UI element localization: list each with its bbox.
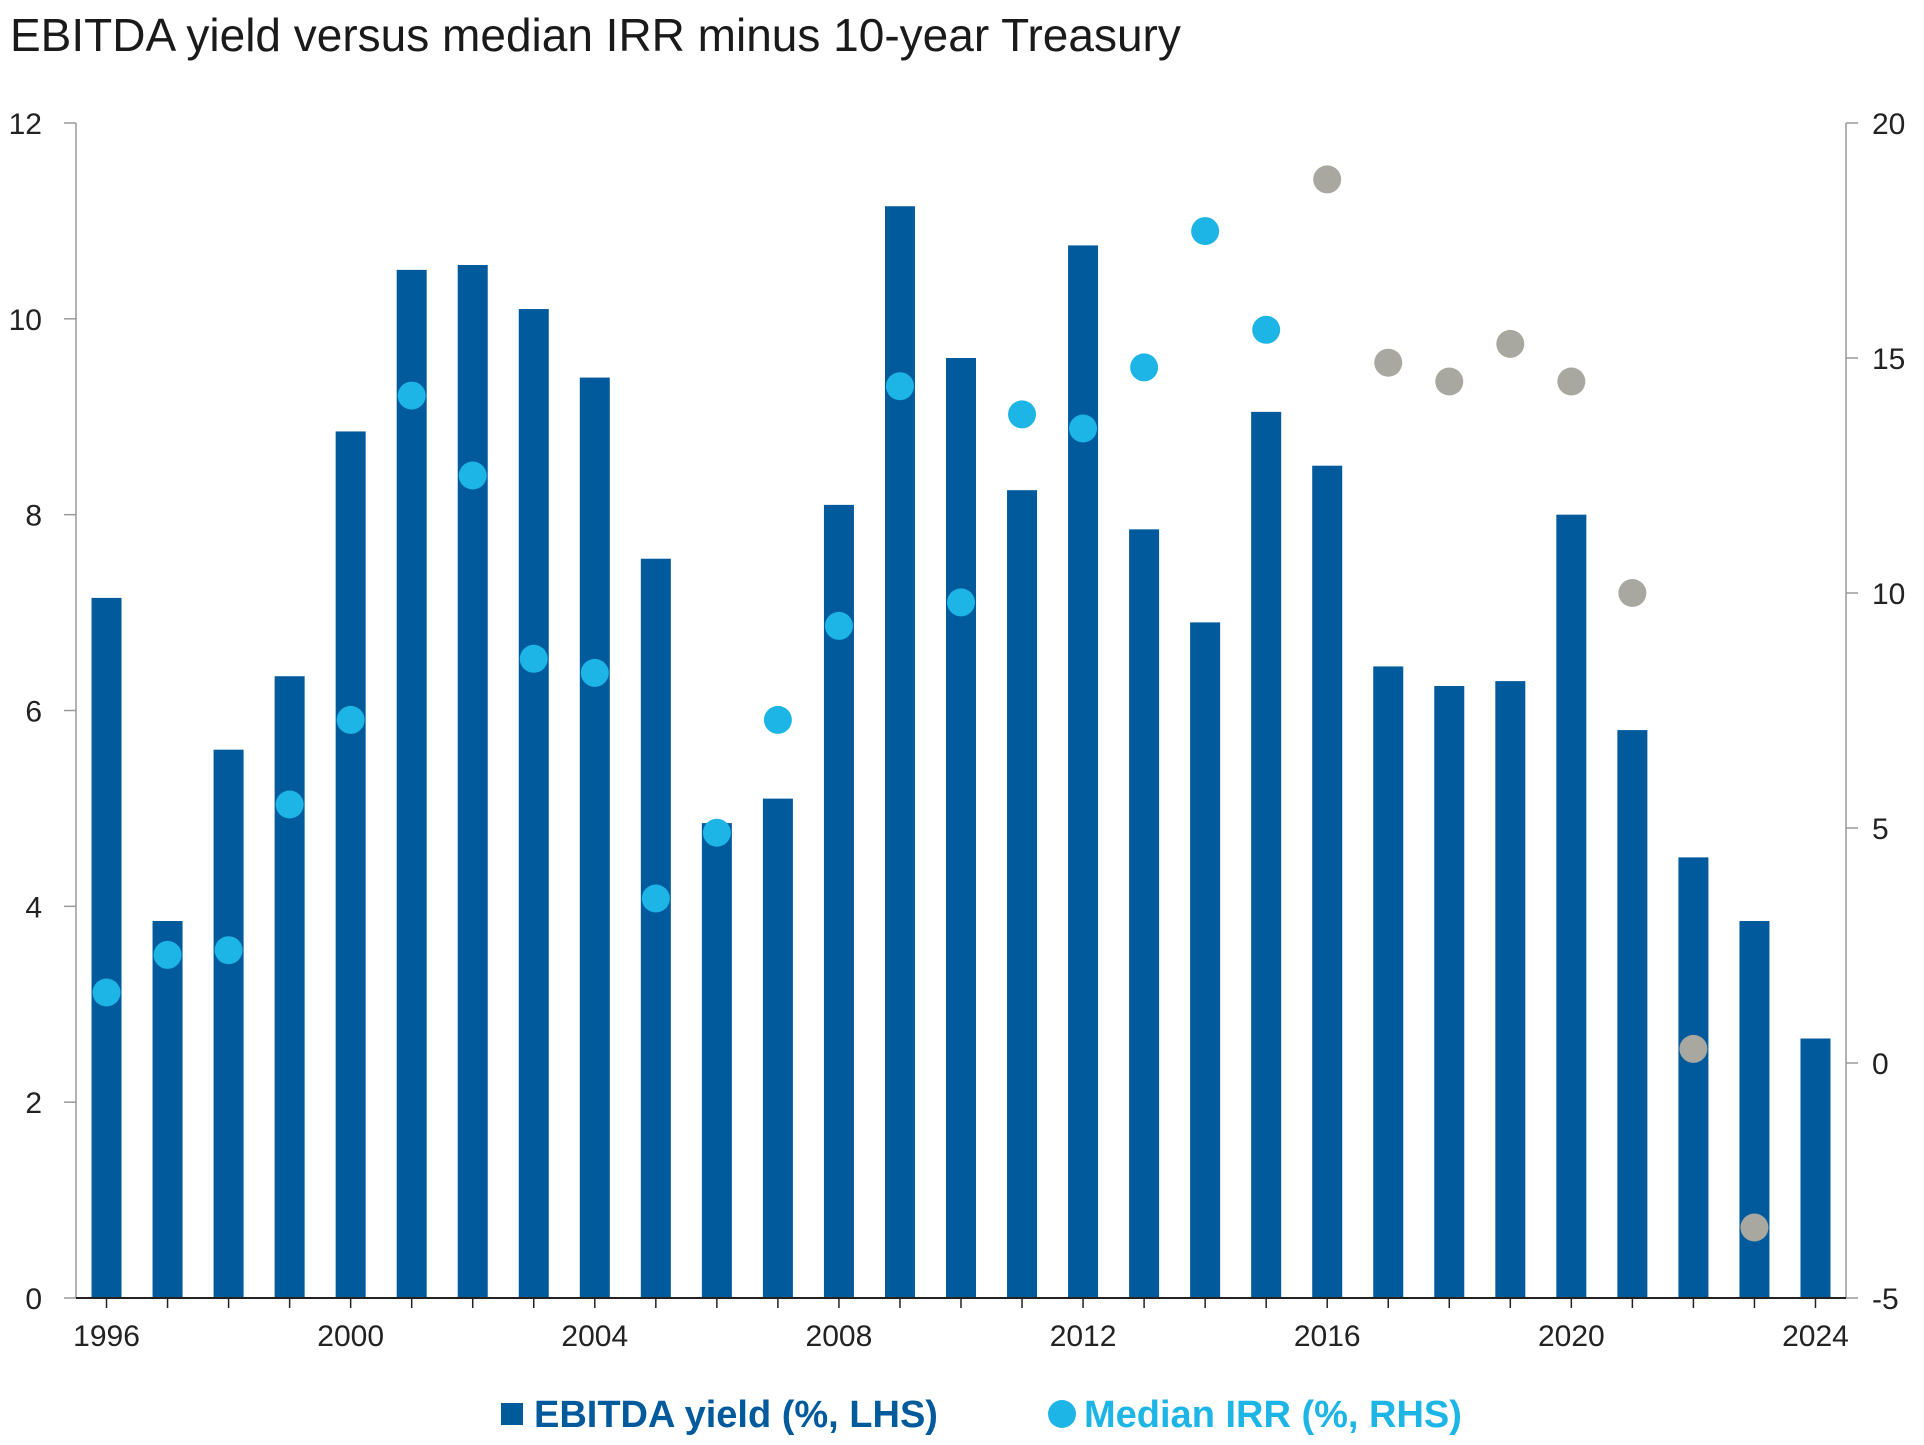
bar-2022 — [1678, 857, 1709, 1298]
bar-2014 — [1190, 622, 1221, 1298]
left-tick-label-12: 12 — [9, 108, 42, 141]
chart-legend: EBITDA yield (%, LHS) Median IRR (%, RHS… — [501, 1394, 1462, 1436]
left-tick-label-8: 8 — [25, 500, 42, 533]
bar-2020 — [1556, 514, 1587, 1298]
point-2019 — [1496, 329, 1525, 358]
bar-2021 — [1617, 730, 1648, 1298]
bar-2011 — [1007, 490, 1038, 1298]
legend-bar-label: EBITDA yield (%, LHS) — [534, 1394, 938, 1436]
irr-points — [92, 165, 1769, 1242]
point-2008 — [824, 611, 853, 640]
left-tick-label-10: 10 — [9, 304, 42, 337]
point-2007 — [763, 705, 792, 734]
x-tick-label-2012: 2012 — [1050, 1320, 1117, 1353]
left-tick-label-4: 4 — [25, 891, 42, 924]
point-2001 — [397, 381, 426, 410]
right-tick-label--5: -5 — [1872, 1283, 1899, 1316]
legend-dot-swatch — [1048, 1400, 1076, 1428]
x-tick-label-2004: 2004 — [561, 1320, 628, 1353]
bar-2017 — [1373, 666, 1404, 1298]
point-2011 — [1008, 400, 1037, 429]
legend-bar-swatch — [501, 1403, 523, 1425]
point-2020 — [1557, 367, 1586, 396]
x-tick-label-2020: 2020 — [1538, 1320, 1605, 1353]
point-2000 — [336, 705, 365, 734]
bar-2001 — [396, 269, 427, 1298]
bar-2003 — [518, 309, 549, 1299]
bar-2009 — [884, 206, 915, 1299]
point-2010 — [947, 588, 975, 617]
x-tick-label-1996: 1996 — [73, 1320, 140, 1353]
point-2023 — [1740, 1213, 1769, 1242]
x-tick-label-2016: 2016 — [1294, 1320, 1361, 1353]
x-tick-label-2024: 2024 — [1782, 1320, 1849, 1353]
chart-title: EBITDA yield versus median IRR minus 10-… — [10, 9, 1181, 61]
chart-axes: 0 2 4 6 8 10 12 -5 0 5 10 15 20 1996 2000 2004 2008 2012 2… — [9, 108, 1906, 1353]
point-1998 — [214, 936, 243, 965]
bar-2006 — [701, 823, 732, 1298]
right-tick-label-0: 0 — [1872, 1048, 1889, 1081]
x-tick-label-2008: 2008 — [806, 1320, 873, 1353]
point-2017 — [1374, 348, 1403, 377]
bar-1996 — [91, 597, 122, 1298]
bar-2018 — [1434, 686, 1465, 1298]
point-2009 — [885, 372, 914, 401]
point-1997 — [153, 940, 182, 969]
point-1999 — [275, 790, 304, 819]
right-tick-label-20: 20 — [1872, 108, 1905, 141]
point-1996 — [92, 978, 121, 1007]
point-2015 — [1252, 315, 1281, 344]
bar-2000 — [335, 431, 366, 1298]
bar-2010 — [946, 358, 976, 1298]
bar-1998 — [213, 749, 244, 1298]
bar-2015 — [1251, 411, 1282, 1299]
point-2003 — [519, 644, 548, 673]
right-tick-label-5: 5 — [1872, 813, 1889, 846]
legend-dot-label: Median IRR (%, RHS) — [1084, 1394, 1462, 1436]
left-tick-label-0: 0 — [25, 1283, 42, 1316]
bar-2016 — [1312, 465, 1343, 1298]
point-2006 — [702, 818, 731, 847]
point-2002 — [458, 461, 487, 490]
ebitda-bars — [91, 206, 1831, 1299]
bar-2019 — [1495, 681, 1526, 1298]
bar-2012 — [1068, 245, 1099, 1298]
bar-2004 — [579, 377, 610, 1298]
point-2005 — [641, 884, 670, 913]
point-2021 — [1618, 579, 1647, 607]
point-2013 — [1130, 353, 1159, 382]
x-tick-label-2000: 2000 — [317, 1320, 384, 1353]
point-2018 — [1435, 367, 1464, 396]
bar-1999 — [274, 676, 305, 1298]
left-tick-label-2: 2 — [25, 1087, 42, 1120]
bar-2002 — [457, 264, 488, 1299]
right-tick-label-10: 10 — [1872, 578, 1905, 611]
bar-2007 — [762, 798, 793, 1298]
bar-2013 — [1129, 529, 1160, 1298]
point-2016 — [1313, 165, 1342, 194]
bar-2024 — [1800, 1038, 1831, 1298]
bar-2005 — [640, 558, 671, 1298]
left-tick-label-6: 6 — [25, 696, 42, 729]
point-2014 — [1191, 217, 1220, 246]
point-2022 — [1679, 1034, 1708, 1063]
point-2012 — [1069, 414, 1098, 443]
bar-1997 — [152, 921, 183, 1298]
point-2004 — [580, 658, 609, 687]
right-tick-label-15: 15 — [1872, 343, 1905, 376]
